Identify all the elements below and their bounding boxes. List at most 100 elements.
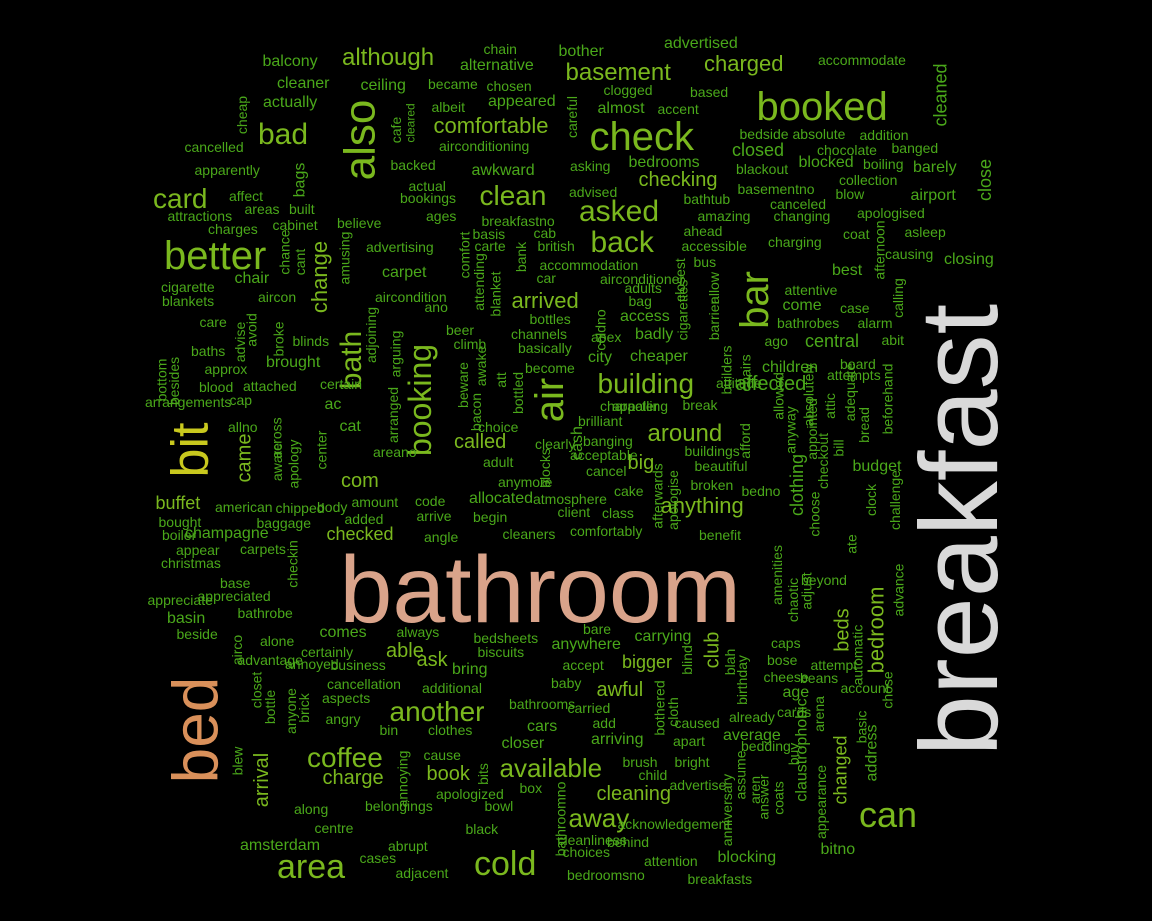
word-cold: cold bbox=[474, 845, 537, 883]
word-bother: bother bbox=[558, 43, 604, 60]
word-affect: affect bbox=[229, 188, 263, 204]
word-bathtub: bathtub bbox=[683, 191, 731, 207]
word-beforehand: beforehand bbox=[878, 363, 895, 435]
word-canceled: canceled bbox=[770, 196, 827, 212]
word-belongings: belongings bbox=[365, 798, 433, 814]
word-affected: affected bbox=[735, 373, 807, 395]
word-cleaners: cleaners bbox=[502, 526, 556, 542]
word-atmosphere: atmosphere bbox=[533, 491, 607, 507]
word-bowl: bowl bbox=[484, 798, 514, 814]
word-arrived: arrived bbox=[511, 288, 579, 313]
word-anywhere: anywhere bbox=[551, 636, 621, 653]
word-accent: accent bbox=[657, 101, 699, 117]
word-always: always bbox=[396, 624, 440, 640]
word-awkward: awkward bbox=[471, 162, 535, 179]
word-anyway: anyway bbox=[782, 406, 799, 454]
word-banging: banging bbox=[583, 433, 633, 449]
word-cause: cause bbox=[423, 747, 461, 763]
word-cleanliness: cleanliness bbox=[557, 832, 627, 848]
word-bin: bin bbox=[379, 722, 399, 738]
word-building: building bbox=[597, 368, 695, 399]
word-city: city bbox=[588, 349, 612, 366]
word-ages: ages bbox=[426, 208, 457, 224]
word-changing: changing bbox=[773, 208, 831, 224]
word-blood: blood bbox=[199, 379, 234, 395]
word-back: back bbox=[590, 226, 654, 259]
word-carte: carte bbox=[474, 238, 506, 254]
word-ano: ano bbox=[424, 299, 448, 315]
word-channels: channels bbox=[511, 326, 568, 342]
word-away: away bbox=[568, 803, 630, 833]
word-bose: bose bbox=[767, 652, 798, 668]
word-brick: brick bbox=[295, 693, 312, 723]
word-cars: cars bbox=[527, 718, 558, 735]
word-checkin: checkin bbox=[284, 540, 301, 588]
word-anymore: anymore bbox=[498, 474, 553, 490]
word-blinds: blinds bbox=[292, 333, 330, 349]
word-arrival: arrival bbox=[251, 752, 274, 808]
word-airport: airport bbox=[910, 187, 956, 204]
word-bottle: bottle bbox=[262, 689, 279, 725]
word-checked: checked bbox=[326, 524, 394, 544]
word-advertise: advertise bbox=[669, 777, 727, 793]
word-alarm: alarm bbox=[857, 315, 893, 331]
word-brilliant: brilliant bbox=[578, 413, 623, 429]
word-adults: adults bbox=[624, 280, 662, 296]
word-better: better bbox=[164, 234, 267, 278]
word-cards: cards bbox=[777, 704, 812, 720]
word-charge: charge bbox=[322, 767, 384, 789]
word-arriving: arriving bbox=[591, 731, 644, 748]
word-attentive: attentive bbox=[784, 282, 838, 298]
word-airconditioner: airconditioner bbox=[600, 271, 685, 287]
word-awake: awake bbox=[473, 345, 490, 387]
word-alone: alone bbox=[260, 633, 295, 649]
word-choices: choices bbox=[562, 844, 610, 860]
word-basin: basin bbox=[167, 610, 206, 627]
word-child: child bbox=[638, 767, 668, 783]
word-bedrooms: bedrooms bbox=[628, 154, 700, 171]
word-behind: behind bbox=[607, 834, 650, 850]
word-blanket: blanket bbox=[487, 271, 504, 317]
word-adjacent: adjacent bbox=[395, 865, 449, 881]
word-become: become bbox=[525, 360, 575, 376]
word-class: class bbox=[602, 505, 634, 521]
word-bill: bill bbox=[830, 439, 847, 457]
word-coat: coat bbox=[843, 226, 870, 242]
word-beer: beer bbox=[446, 322, 475, 338]
word-around: around bbox=[647, 420, 723, 447]
word-bare: bare bbox=[583, 621, 612, 637]
word-anniversary: anniversary bbox=[719, 773, 736, 847]
word-based: based bbox=[690, 84, 729, 100]
word-aware: aware bbox=[269, 442, 286, 482]
word-base: base bbox=[220, 575, 251, 591]
word-change: change bbox=[307, 240, 333, 314]
word-built: built bbox=[289, 201, 315, 217]
word-appeared: appeared bbox=[488, 93, 556, 110]
word-airconditioning: airconditioning bbox=[439, 138, 530, 154]
word-bank: bank bbox=[513, 241, 530, 273]
word-children: children bbox=[762, 359, 819, 376]
word-breakfast: breakfast bbox=[898, 303, 1022, 757]
word-blocked: blocked bbox=[798, 154, 854, 171]
word-bedroomsno: bedroomsno bbox=[567, 867, 645, 883]
word-center: center bbox=[312, 430, 329, 470]
word-closed: closed bbox=[732, 140, 785, 160]
word-apologise: apologise bbox=[664, 470, 681, 530]
word-beautiful: beautiful bbox=[694, 458, 748, 474]
word-blocking: blocking bbox=[717, 849, 777, 866]
word-ceiling: ceiling bbox=[360, 77, 406, 94]
word-choose: choose bbox=[806, 491, 823, 537]
word-banged: banged bbox=[891, 140, 939, 156]
word-albeit: albeit bbox=[431, 99, 465, 115]
word-british: british bbox=[537, 238, 575, 254]
word-avoid: avoid bbox=[243, 313, 260, 347]
word-arena: arena bbox=[810, 696, 827, 732]
word-ask: ask bbox=[416, 649, 448, 671]
word-cant: cant bbox=[292, 248, 309, 276]
word-available: available bbox=[499, 753, 603, 783]
word-broken: broken bbox=[690, 477, 734, 493]
word-clearly: clearly bbox=[535, 436, 576, 452]
word-afternoon: afternoon bbox=[871, 220, 888, 280]
word-apart: apart bbox=[673, 733, 705, 749]
